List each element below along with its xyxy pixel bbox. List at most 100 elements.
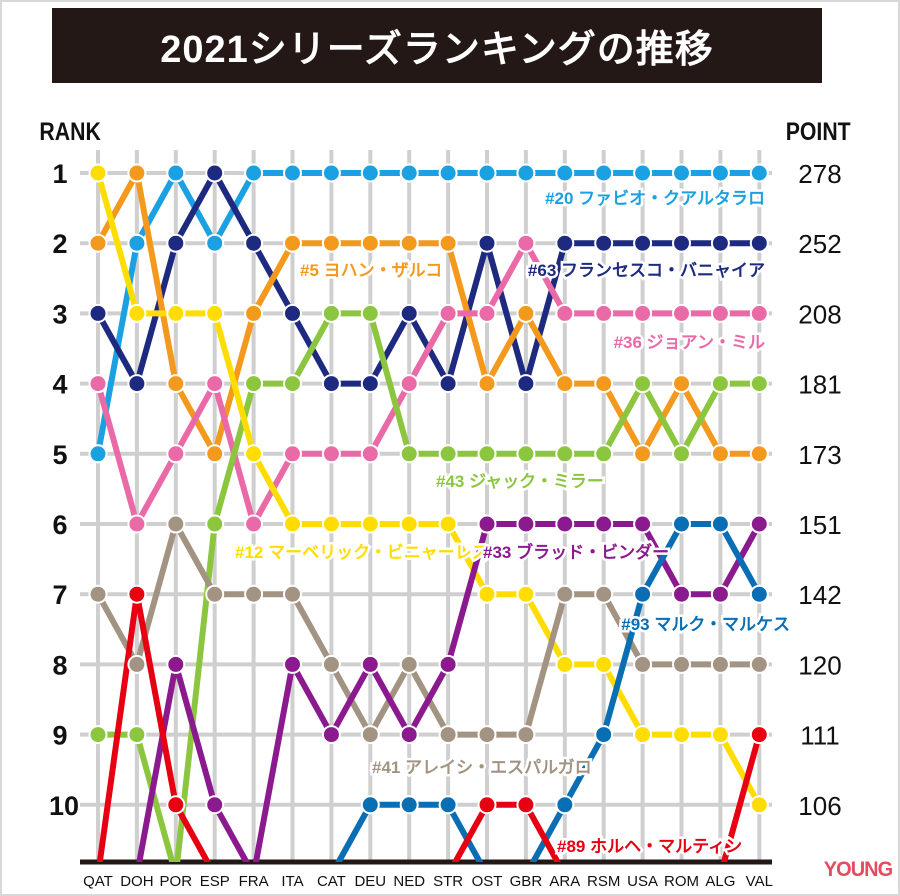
series-segment <box>289 661 335 738</box>
data-point <box>477 163 497 183</box>
series-segment <box>136 661 179 862</box>
data-point <box>555 584 575 604</box>
data-point <box>244 303 264 323</box>
series-segment <box>133 731 176 862</box>
data-point <box>205 233 225 253</box>
x-tick-label: ESP <box>200 873 230 890</box>
data-point <box>516 163 536 183</box>
data-point <box>555 233 575 253</box>
data-point <box>749 584 769 604</box>
data-point <box>633 654 653 674</box>
rank-tick-label: 6 <box>52 510 67 540</box>
data-point <box>127 163 147 183</box>
series-segment <box>522 801 562 862</box>
data-point <box>88 374 108 394</box>
data-point <box>555 444 575 464</box>
x-tick-label: ALG <box>705 873 735 890</box>
data-point <box>594 163 614 183</box>
data-point <box>477 795 497 815</box>
data-point <box>399 725 419 745</box>
x-tick-label: NED <box>393 873 425 890</box>
data-point <box>283 163 302 183</box>
data-point <box>88 163 108 183</box>
data-point <box>88 233 108 253</box>
x-tick-label: OST <box>472 873 503 890</box>
point-axis-label: POINT <box>785 118 851 146</box>
point-tick-label: 252 <box>798 229 841 259</box>
data-point <box>127 725 147 745</box>
data-point <box>672 725 691 745</box>
series-label: #93 マルク・マルケス <box>621 615 790 634</box>
series-segment <box>600 380 646 457</box>
x-tick-label: CAT <box>317 873 346 890</box>
series-segment <box>133 170 179 387</box>
data-point <box>127 654 147 674</box>
data-point <box>88 584 108 604</box>
data-point <box>283 444 302 464</box>
data-point <box>710 654 730 674</box>
x-tick-label: GBR <box>510 873 543 890</box>
data-point <box>516 233 536 253</box>
data-point <box>672 303 691 323</box>
data-point <box>594 725 614 745</box>
data-point <box>710 163 730 183</box>
data-point <box>321 163 341 183</box>
data-point <box>477 514 497 534</box>
data-point <box>633 374 653 394</box>
data-point <box>205 303 225 323</box>
series-segment <box>522 591 568 738</box>
point-tick-label: 111 <box>800 721 840 751</box>
data-point <box>749 654 769 674</box>
data-point <box>360 303 380 323</box>
data-point <box>710 514 730 534</box>
series-segment <box>172 521 218 598</box>
data-point <box>555 163 575 183</box>
data-point <box>477 725 497 745</box>
series-segment <box>95 170 140 247</box>
data-point <box>399 795 419 815</box>
series-label: #20 ファビオ・クアルタラロ <box>545 189 765 208</box>
data-point <box>166 514 186 534</box>
series-segment <box>250 240 296 317</box>
data-point <box>321 374 341 394</box>
data-point <box>360 514 380 534</box>
data-point <box>555 654 575 674</box>
data-point <box>166 163 186 183</box>
point-tick-label: 173 <box>798 440 841 470</box>
data-point <box>438 163 458 183</box>
data-point <box>127 233 147 253</box>
series-segment <box>335 801 374 862</box>
point-tick-label: 120 <box>798 650 841 680</box>
data-point <box>477 444 497 464</box>
data-point <box>205 795 225 815</box>
x-tick-label: POR <box>160 873 193 890</box>
series-segment <box>484 310 529 387</box>
series-label: #12 マーベリック・ビニャーレス <box>235 543 489 562</box>
data-point <box>749 725 769 745</box>
series-label: #41 アレイシ・エスパルガロ <box>372 758 592 777</box>
data-point <box>321 303 341 323</box>
x-tick-label: DEU <box>354 873 386 890</box>
data-point <box>710 444 730 464</box>
data-point <box>555 374 575 394</box>
data-point <box>516 303 536 323</box>
rank-tick-label: 7 <box>52 580 67 610</box>
series-segment <box>95 170 140 317</box>
series-segment <box>522 240 568 317</box>
series-segment <box>484 240 529 317</box>
data-point <box>205 163 225 183</box>
data-point <box>555 514 575 534</box>
series-segment <box>252 661 296 862</box>
x-tick-label: ITA <box>281 873 303 890</box>
data-point <box>205 444 225 464</box>
data-point <box>516 514 536 534</box>
data-point <box>166 795 186 815</box>
series-label: #63 フランセスコ・バニャイア <box>528 261 765 280</box>
x-tick-label: VAL <box>746 873 773 890</box>
series-segment <box>250 450 296 527</box>
data-point <box>205 584 225 604</box>
series-segment <box>174 521 218 862</box>
data-point <box>360 374 380 394</box>
series-segment <box>172 661 218 808</box>
x-tick-label: STR <box>433 873 463 890</box>
